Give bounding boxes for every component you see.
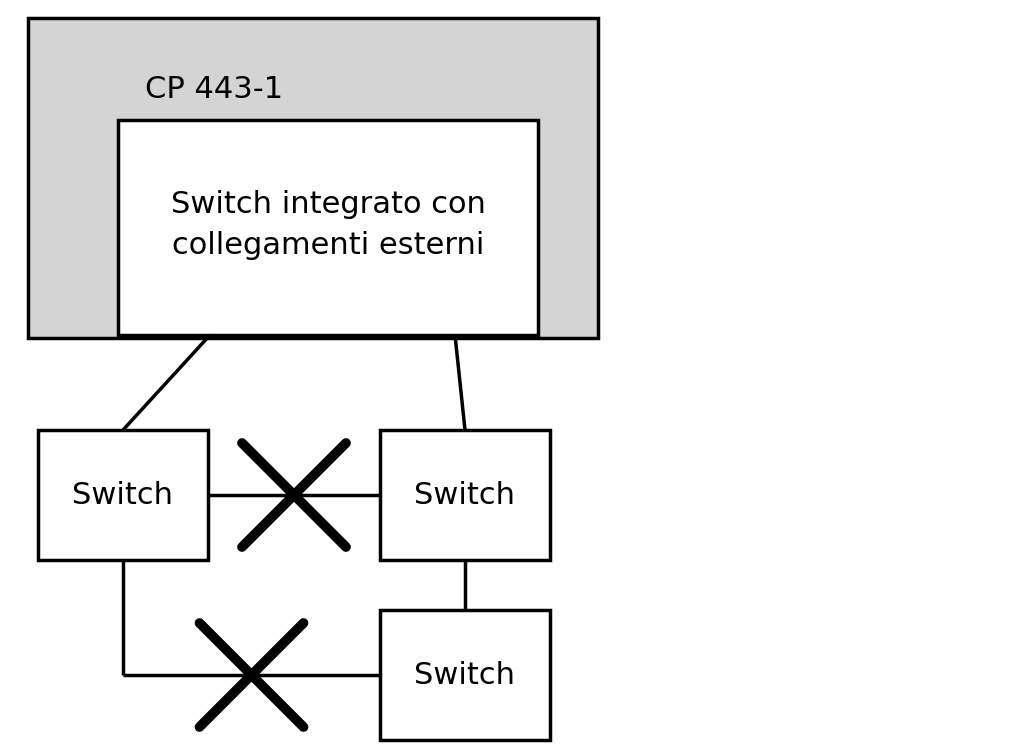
Text: Switch integrato con
collegamenti esterni: Switch integrato con collegamenti estern… — [171, 191, 485, 260]
Text: CP 443-1: CP 443-1 — [145, 75, 283, 104]
Text: Switch: Switch — [415, 661, 515, 689]
Bar — [118, 120, 538, 335]
Bar — [380, 430, 550, 560]
Bar — [38, 430, 208, 560]
Bar — [28, 18, 598, 338]
Text: Switch: Switch — [415, 481, 515, 510]
Text: Switch: Switch — [73, 481, 173, 510]
Bar — [380, 610, 550, 740]
